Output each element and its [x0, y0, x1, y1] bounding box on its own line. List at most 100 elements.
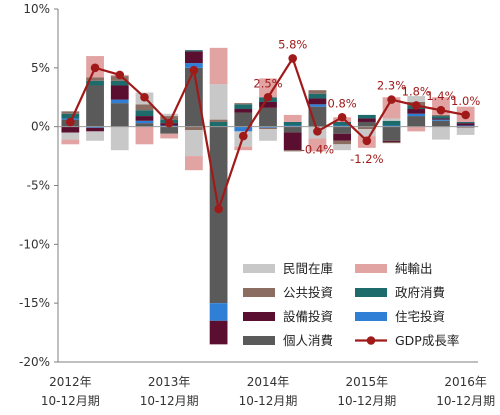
bar-residential — [382, 125, 401, 127]
bar-residential — [333, 125, 352, 127]
gdp-data-label: 1.8% — [402, 84, 431, 98]
x-tick-label-year: 2016年 — [444, 375, 487, 389]
bar-business_investment — [382, 140, 401, 142]
gdp-point — [288, 54, 298, 63]
gdp-point — [263, 92, 273, 102]
bar-inventory — [259, 129, 277, 141]
legend-label-public_investment: 公共投資 — [283, 285, 333, 300]
bar-government — [209, 121, 228, 127]
bar-business_investment — [61, 126, 80, 133]
bar-residential — [407, 113, 426, 117]
bar-residential — [308, 104, 327, 107]
bar-public_investment — [184, 126, 203, 131]
bar-residential — [432, 119, 450, 121]
bar-business_investment — [308, 98, 327, 105]
bar-public_investment — [86, 77, 104, 81]
bar-net_exports — [135, 126, 154, 145]
legend-label-residential: 住宅投資 — [395, 309, 445, 324]
gdp-point — [90, 63, 100, 73]
bar-public_investment — [333, 140, 352, 145]
bar-public_investment — [135, 104, 154, 111]
bar-inventory — [184, 130, 203, 157]
bar-government — [456, 121, 475, 124]
bar-business_investment — [110, 85, 129, 100]
gdp-point — [313, 127, 322, 136]
legend-label-inventory: 民間在庫 — [283, 261, 333, 276]
gdp-data-label: 1.4% — [426, 89, 455, 103]
bar-inventory — [456, 127, 475, 135]
bar-public_investment — [357, 126, 376, 130]
gdp-point — [411, 101, 421, 110]
gdp-point — [164, 118, 174, 128]
bar-government — [234, 104, 253, 110]
bar-private_consumption — [407, 116, 426, 127]
bar-private_consumption — [86, 85, 104, 127]
gdp-data-label: 2.5% — [253, 76, 282, 90]
y-tick-label: -5% — [27, 179, 50, 193]
bar-residential — [456, 125, 475, 127]
bar-private_consumption — [184, 67, 203, 127]
x-tick-label-year: 2015年 — [346, 375, 389, 389]
gdp-data-label: 1.0% — [451, 94, 480, 108]
bar-inventory — [110, 126, 129, 151]
bar-business_investment — [135, 116, 154, 121]
bar-business_investment — [184, 51, 203, 64]
bar-government — [86, 80, 104, 86]
bar-private_consumption — [110, 103, 129, 127]
bar-inventory — [357, 129, 376, 137]
legend-swatch-residential — [355, 312, 387, 321]
legend-label-business_investment: 設備投資 — [283, 309, 333, 324]
bar-net_exports — [61, 139, 80, 145]
y-tick-label: -10% — [19, 237, 50, 251]
bar-inventory — [61, 132, 80, 140]
gdp-point — [461, 110, 470, 120]
bar-business_investment — [432, 118, 450, 120]
x-tick-label-period: 10-12月期 — [140, 394, 199, 408]
bar-government — [184, 50, 203, 52]
legend-label-private_consumption: 個人消費 — [283, 333, 333, 348]
x-tick-label-period: 10-12月期 — [239, 394, 298, 408]
gdp-point — [436, 105, 446, 115]
bar-inventory — [333, 144, 352, 151]
bar-public_investment — [259, 127, 277, 130]
legend-label-government: 政府消費 — [395, 285, 445, 300]
bar-government — [308, 93, 327, 99]
legend-swatch-inventory — [243, 264, 275, 273]
gdp-point — [115, 70, 125, 80]
bar-inventory — [407, 96, 426, 102]
bar-public_investment — [432, 114, 450, 117]
bar-government — [333, 121, 352, 126]
bar-residential — [110, 99, 129, 104]
bar-business_investment — [259, 101, 277, 108]
gdp-data-label: 5.8% — [278, 37, 307, 51]
x-tick-label-year: 2012年 — [49, 375, 92, 389]
gdp-point — [140, 92, 149, 102]
bar-net_exports — [382, 97, 401, 119]
bar-business_investment — [209, 320, 228, 345]
x-tick-label-year: 2014年 — [247, 375, 290, 389]
bar-public_investment — [209, 119, 228, 122]
bar-private_consumption — [357, 121, 376, 127]
x-tick-label-period: 10-12月期 — [436, 394, 495, 408]
gdp-data-label: 2.3% — [377, 79, 406, 93]
bar-government — [432, 116, 450, 119]
legend-label-gdp_line: GDP成長率 — [395, 333, 459, 348]
bar-residential — [209, 303, 228, 321]
bar-government — [357, 114, 376, 119]
bar-residential — [184, 63, 203, 68]
bar-public_investment — [456, 126, 475, 128]
gdp-point — [66, 117, 75, 127]
bar-government — [110, 80, 129, 86]
bar-government — [61, 113, 80, 119]
x-tick-label-period: 10-12月期 — [41, 394, 100, 408]
bar-net_exports — [209, 47, 228, 85]
bar-private_consumption — [209, 126, 228, 304]
plot-area: 10% 5% 0% -5% -10% -15% -20% 2.5% 5.8% -0.4% 0.8% -… — [19, 2, 495, 408]
legend-label-net_exports: 純輸出 — [395, 261, 433, 276]
bar-inventory — [209, 84, 228, 120]
x-tick-label-year: 2013年 — [148, 375, 191, 389]
x-tick-label-period: 10-12月期 — [337, 394, 396, 408]
bar-residential — [135, 120, 154, 124]
gdp-point — [362, 136, 372, 146]
